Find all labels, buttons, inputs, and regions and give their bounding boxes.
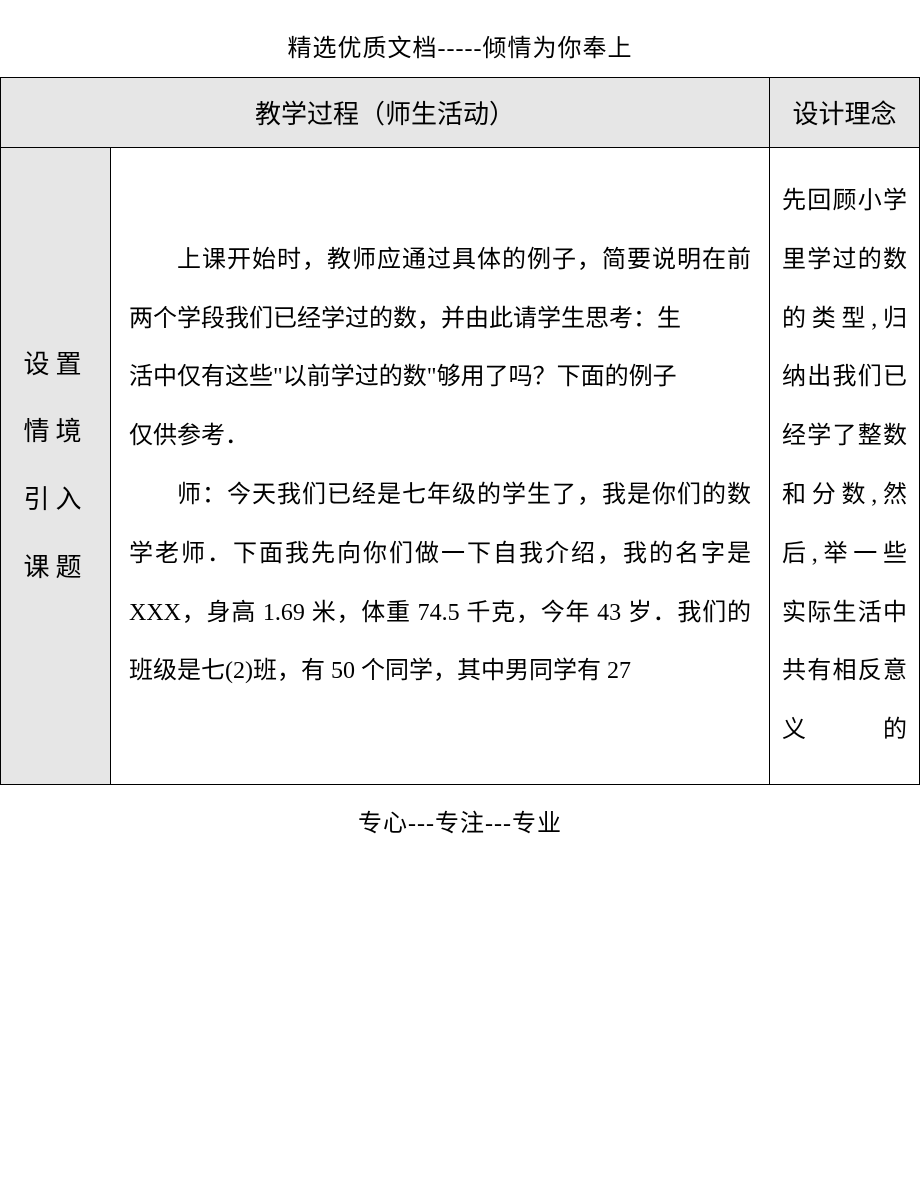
process-paragraph: 仅供参考． [129,407,751,466]
section-label-text: 设置情境引入课题 [23,350,87,582]
page-header: 精选优质文档-----倾情为你奉上 [0,0,920,77]
process-paragraph: 活中仅有这些"以前学过的数"够用了吗？下面的例子 [129,348,751,407]
table-content-row: 设置情境引入课题 上课开始时，教师应通过具体的例子，简要说明在前两个学段我们已经… [1,148,920,785]
rationale-content-cell: 先回顾小学里学过的数的类型,归纳出我们已经学了整数和分数,然后,举一些实际生活中… [770,148,920,785]
page-footer: 专心---专注---专业 [0,785,920,856]
section-label-cell: 设置情境引入课题 [1,148,111,785]
table-header-row: 教学过程（师生活动） 设计理念 [1,78,920,148]
lesson-plan-table: 教学过程（师生活动） 设计理念 设置情境引入课题 上课开始时，教师应通过具体的例… [0,77,920,785]
process-paragraph: 上课开始时，教师应通过具体的例子，简要说明在前两个学段我们已经学过的数，并由此请… [129,231,751,349]
process-paragraph: 师：今天我们已经是七年级的学生了，我是你们的数学老师．下面我先向你们做一下自我介… [129,466,751,701]
rationale-text: 先回顾小学里学过的数的类型,归纳出我们已经学了整数和分数,然后,举一些实际生活中… [782,188,907,743]
process-content-cell: 上课开始时，教师应通过具体的例子，简要说明在前两个学段我们已经学过的数，并由此请… [111,148,770,785]
process-column-header: 教学过程（师生活动） [1,78,770,148]
rationale-column-header: 设计理念 [770,78,920,148]
